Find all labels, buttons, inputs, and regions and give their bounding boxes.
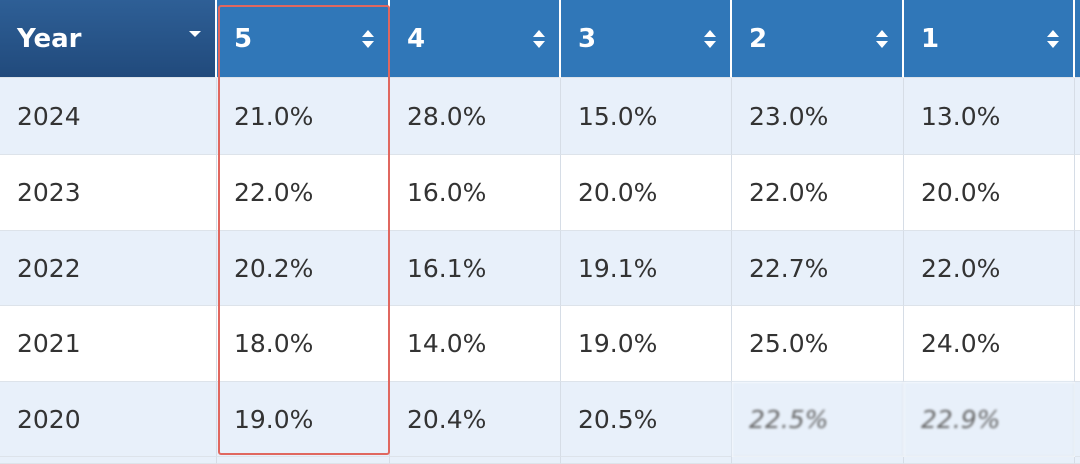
- table-cell: 22.0%: [217, 155, 390, 231]
- cell-text: 22.9%: [921, 404, 1001, 434]
- table-cell: 20.0%: [561, 155, 732, 231]
- cell-text: 20.0%: [578, 178, 658, 207]
- header-cell: [1075, 0, 1080, 78]
- table-cell: 20.4%: [390, 382, 561, 457]
- header-cell[interactable]: 5: [217, 0, 390, 78]
- table-cell: 24.0%: [904, 306, 1075, 382]
- cell-text: 20.0%: [921, 178, 1001, 207]
- table-cell: 22.5%: [732, 382, 904, 457]
- table-cell: 19.1%: [561, 231, 732, 306]
- table-cell: 18.0%: [217, 306, 390, 382]
- table-cell: 13.0%: [904, 78, 1075, 155]
- cell-text: Year: [17, 23, 82, 54]
- table-cell: [732, 457, 904, 464]
- table-cell: [1075, 382, 1080, 457]
- dropdown-icon[interactable]: [189, 30, 201, 38]
- table-cell: 21.0%: [217, 78, 390, 155]
- header-cell[interactable]: Year: [0, 0, 217, 78]
- table-cell: 20.2%: [217, 231, 390, 306]
- table-cell: 25.0%: [732, 306, 904, 382]
- cell-text: 23.0%: [749, 101, 829, 131]
- table-cell: 2020: [0, 382, 217, 457]
- cell-text: 20.5%: [578, 404, 658, 434]
- table-cell: [1075, 78, 1080, 155]
- table-cell: 23.0%: [732, 78, 904, 155]
- cell-text: 16.0%: [407, 178, 487, 207]
- table-cell: 28.0%: [390, 78, 561, 155]
- table-cell: [0, 457, 217, 464]
- table-cell: 19.0%: [561, 306, 732, 382]
- table-cell: 15.0%: [561, 78, 732, 155]
- cell-text: 20.2%: [234, 253, 314, 283]
- cell-text: 14.0%: [407, 329, 487, 358]
- cell-text: 24.0%: [921, 329, 1001, 358]
- cell-text: 20.4%: [407, 404, 487, 434]
- cell-text: 22.0%: [234, 178, 314, 207]
- table-cell: 2024: [0, 78, 217, 155]
- table-cell: 20.5%: [561, 382, 732, 457]
- table-cell: 20.0%: [904, 155, 1075, 231]
- table-cell: 22.7%: [732, 231, 904, 306]
- table-cell: 16.0%: [390, 155, 561, 231]
- sort-icon[interactable]: [1047, 30, 1059, 48]
- cell-text: 19.0%: [578, 329, 658, 358]
- cell-text: 22.7%: [749, 253, 829, 283]
- table-cell: 19.0%: [217, 382, 390, 457]
- sort-icon[interactable]: [362, 30, 374, 48]
- cell-text: 2: [749, 23, 768, 54]
- table-cell: [561, 457, 732, 464]
- cell-text: 22.5%: [749, 404, 829, 434]
- cell-text: 25.0%: [749, 329, 829, 358]
- table-cell: 2022: [0, 231, 217, 306]
- cell-text: 1: [921, 23, 940, 54]
- cell-text: 28.0%: [407, 101, 487, 131]
- table-cell: [1075, 457, 1080, 464]
- header-cell[interactable]: 4: [390, 0, 561, 78]
- table-cell: [1075, 155, 1080, 231]
- table-cell: 14.0%: [390, 306, 561, 382]
- cell-text: 22.0%: [921, 253, 1001, 283]
- cell-text: 13.0%: [921, 101, 1001, 131]
- table-cell: 22.0%: [732, 155, 904, 231]
- cell-text: 2024: [17, 101, 81, 131]
- table-cell: [217, 457, 390, 464]
- cell-text: 5: [234, 23, 253, 54]
- cell-text: 19.0%: [234, 404, 314, 434]
- header-cell[interactable]: 3: [561, 0, 732, 78]
- cell-text: 2023: [17, 178, 81, 207]
- cell-text: 15.0%: [578, 101, 658, 131]
- cell-text: 22.0%: [749, 178, 829, 207]
- sort-icon[interactable]: [704, 30, 716, 48]
- table-cell: [1075, 231, 1080, 306]
- sort-icon[interactable]: [533, 30, 545, 48]
- table-cell: 2021: [0, 306, 217, 382]
- table-cell: 22.9%: [904, 382, 1075, 457]
- cell-text: 3: [578, 23, 597, 54]
- table-cell: 22.0%: [904, 231, 1075, 306]
- header-cell[interactable]: 1: [904, 0, 1075, 78]
- cell-text: 2022: [17, 253, 81, 283]
- cell-text: 4: [407, 23, 426, 54]
- table-cell: [904, 457, 1075, 464]
- cell-text: 16.1%: [407, 253, 487, 283]
- cell-text: 2021: [17, 329, 81, 358]
- sort-icon[interactable]: [876, 30, 888, 48]
- header-cell[interactable]: 2: [732, 0, 904, 78]
- cell-text: 18.0%: [234, 329, 314, 358]
- table-cell: [1075, 306, 1080, 382]
- cell-text: 2020: [17, 404, 81, 434]
- table-cell: 16.1%: [390, 231, 561, 306]
- cell-text: 19.1%: [578, 253, 658, 283]
- table-cell: 2023: [0, 155, 217, 231]
- table-cell: [390, 457, 561, 464]
- cell-text: 21.0%: [234, 101, 314, 131]
